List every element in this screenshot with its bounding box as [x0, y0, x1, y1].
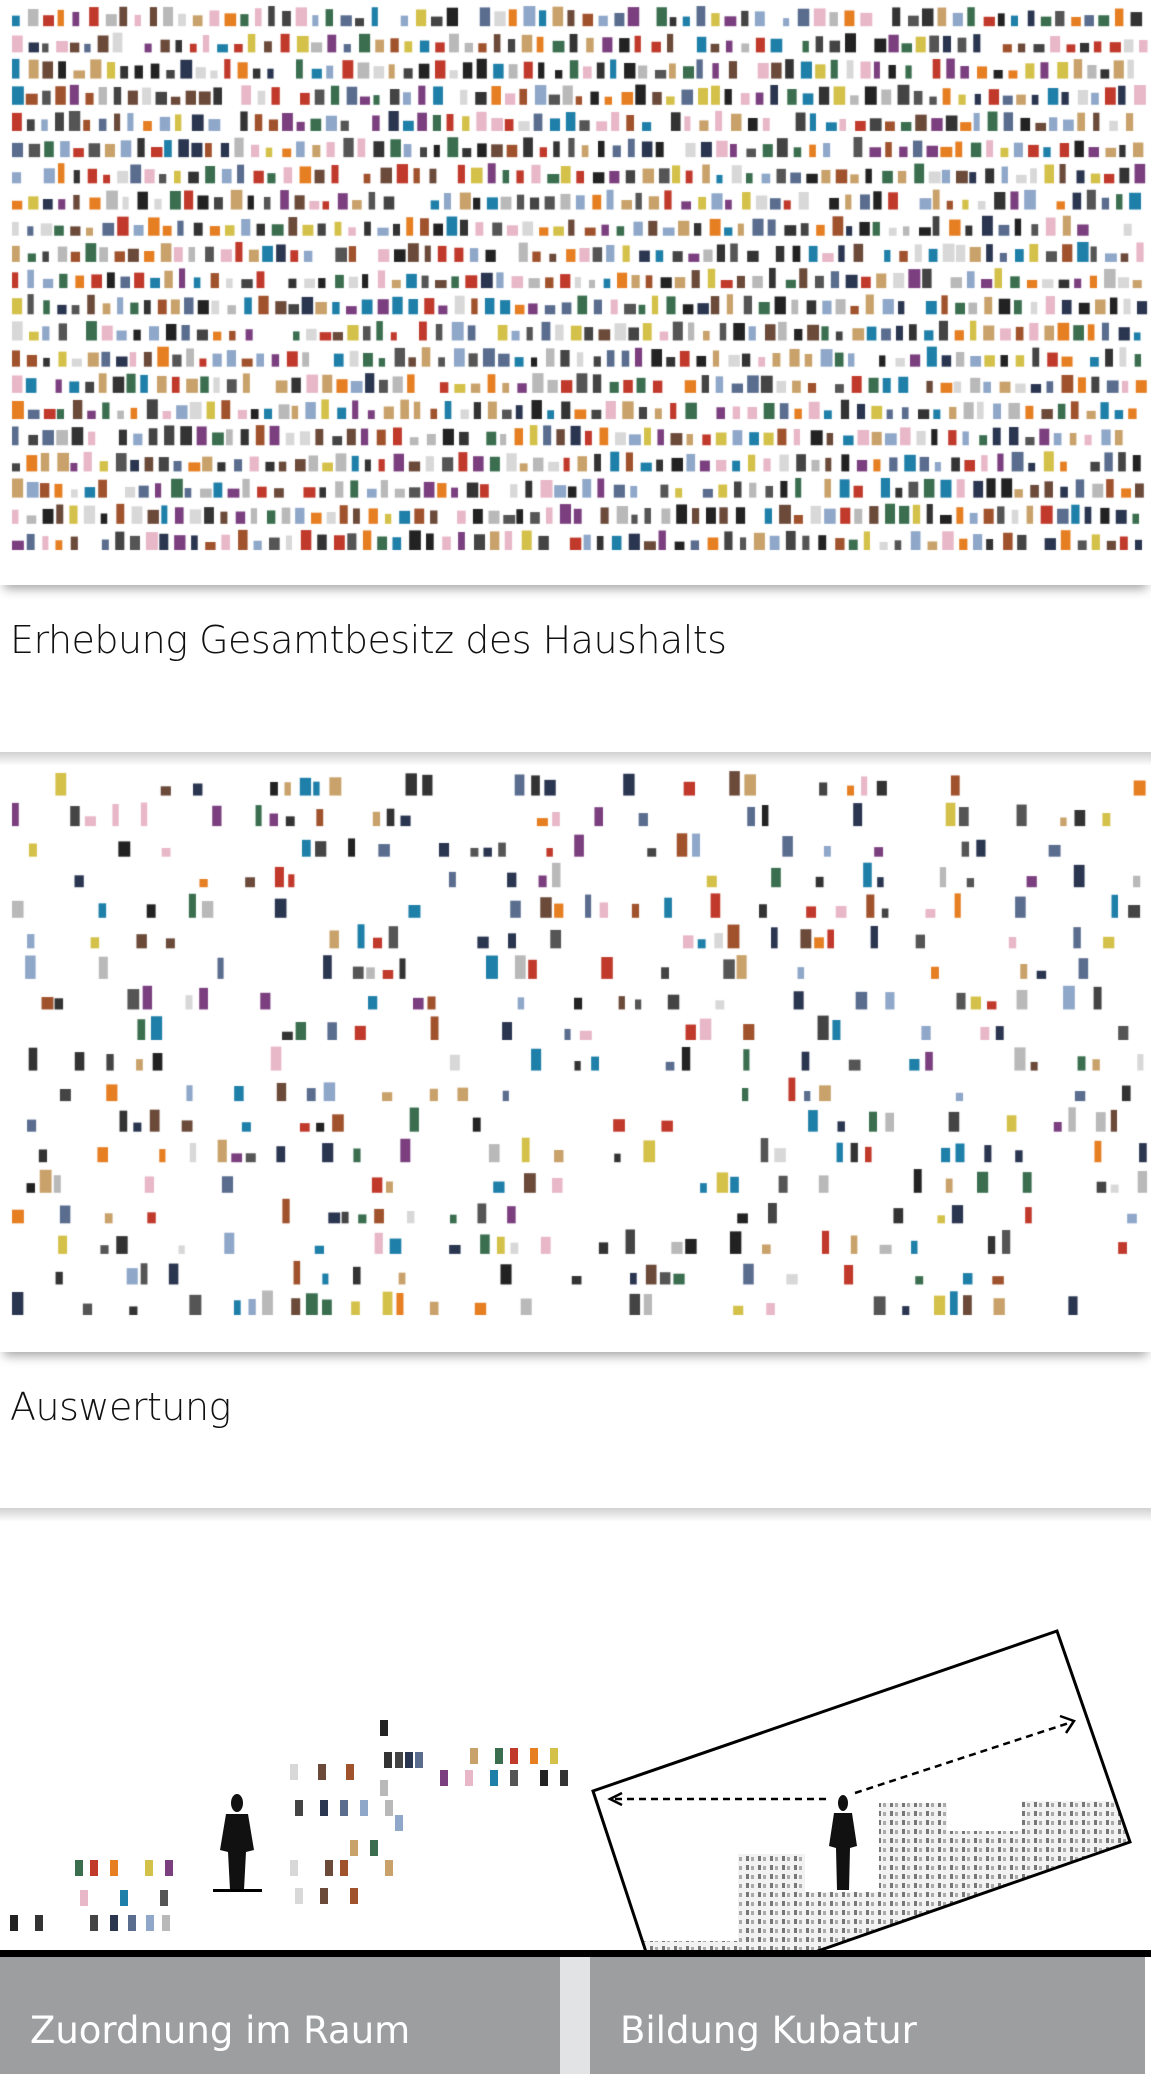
item-thumbnail: [360, 1800, 368, 1816]
item-thumbnail: [350, 1888, 358, 1904]
ground-line: [0, 1950, 1151, 1957]
item-thumbnail: [120, 1890, 128, 1906]
item-thumbnail: [320, 1800, 328, 1816]
item-thumbnail: [10, 1915, 18, 1931]
item-thumbnail: [146, 1915, 154, 1931]
person-silhouette-icon: [829, 1795, 857, 1890]
item-thumbnail: [318, 1764, 326, 1780]
item-thumbnail: [380, 1720, 388, 1736]
item-thumbnail: [80, 1890, 88, 1906]
spatial-diagram: [10, 1629, 1132, 1954]
item-thumbnail: [35, 1915, 43, 1931]
item-thumbnail: [510, 1770, 518, 1786]
item-thumbnail: [415, 1752, 423, 1768]
item-thumbnail: [90, 1860, 98, 1876]
item-thumbnail: [290, 1860, 298, 1876]
evaluated-items-grid-image: [0, 765, 1151, 1352]
item-thumbnail: [325, 1860, 333, 1876]
item-thumbnail: [165, 1860, 173, 1876]
arranged-items: [10, 1720, 568, 1931]
item-thumbnail: [295, 1800, 303, 1816]
person-silhouette-icon: [213, 1794, 262, 1892]
item-thumbnail: [128, 1915, 136, 1931]
item-thumbnail: [110, 1915, 118, 1931]
item-thumbnail: [160, 1890, 168, 1906]
item-thumbnail: [295, 1888, 303, 1904]
inventory-grid-panel: [0, 0, 1151, 585]
cuboid-outline: [591, 1629, 1132, 1954]
stacked-items-volume: [640, 1801, 1130, 1952]
item-thumbnail: [405, 1752, 413, 1768]
item-thumbnail: [385, 1860, 393, 1876]
item-thumbnail: [320, 1888, 328, 1904]
item-thumbnail: [380, 1780, 388, 1796]
household-items-grid-image: [0, 0, 1151, 585]
item-thumbnail: [470, 1748, 478, 1764]
item-thumbnail: [495, 1748, 503, 1764]
footer-gap: [560, 1957, 590, 2074]
item-thumbnail: [490, 1770, 498, 1786]
item-thumbnail: [384, 1752, 392, 1768]
dimension-arrows: [612, 1720, 1073, 1801]
item-thumbnail: [395, 1752, 403, 1768]
divider-shadow: [0, 752, 1151, 766]
item-thumbnail: [465, 1770, 473, 1786]
item-thumbnail: [346, 1764, 354, 1780]
survey-caption: Erhebung Gesamtbesitz des Haushalts: [10, 618, 727, 662]
arrowheads: [607, 1714, 1076, 1807]
item-thumbnail: [560, 1770, 568, 1786]
item-thumbnail: [395, 1815, 403, 1831]
footer-left-label: Zuordnung im Raum: [30, 2009, 411, 2052]
item-thumbnail: [290, 1764, 298, 1780]
item-thumbnail: [145, 1860, 153, 1876]
item-thumbnail: [162, 1915, 170, 1931]
item-thumbnail: [110, 1860, 118, 1876]
footer-bar-left: Zuordnung im Raum: [0, 1957, 560, 2074]
evaluation-caption: Auswertung: [10, 1385, 231, 1429]
evaluation-grid-panel: [0, 765, 1151, 1352]
item-thumbnail: [540, 1770, 548, 1786]
item-thumbnail: [530, 1748, 538, 1764]
item-thumbnail: [440, 1770, 448, 1786]
item-thumbnail: [90, 1915, 98, 1931]
item-thumbnail: [385, 1800, 393, 1816]
item-thumbnail: [550, 1748, 558, 1764]
footer-right-label: Bildung Kubatur: [620, 2009, 917, 2052]
item-thumbnail: [510, 1748, 518, 1764]
footer-bar-right: Bildung Kubatur: [590, 1957, 1145, 2074]
divider-shadow: [0, 1508, 1151, 1522]
item-thumbnail: [340, 1800, 348, 1816]
item-thumbnail: [370, 1840, 378, 1856]
item-thumbnail: [75, 1860, 83, 1876]
item-thumbnail: [350, 1840, 358, 1856]
item-thumbnail: [340, 1860, 348, 1876]
